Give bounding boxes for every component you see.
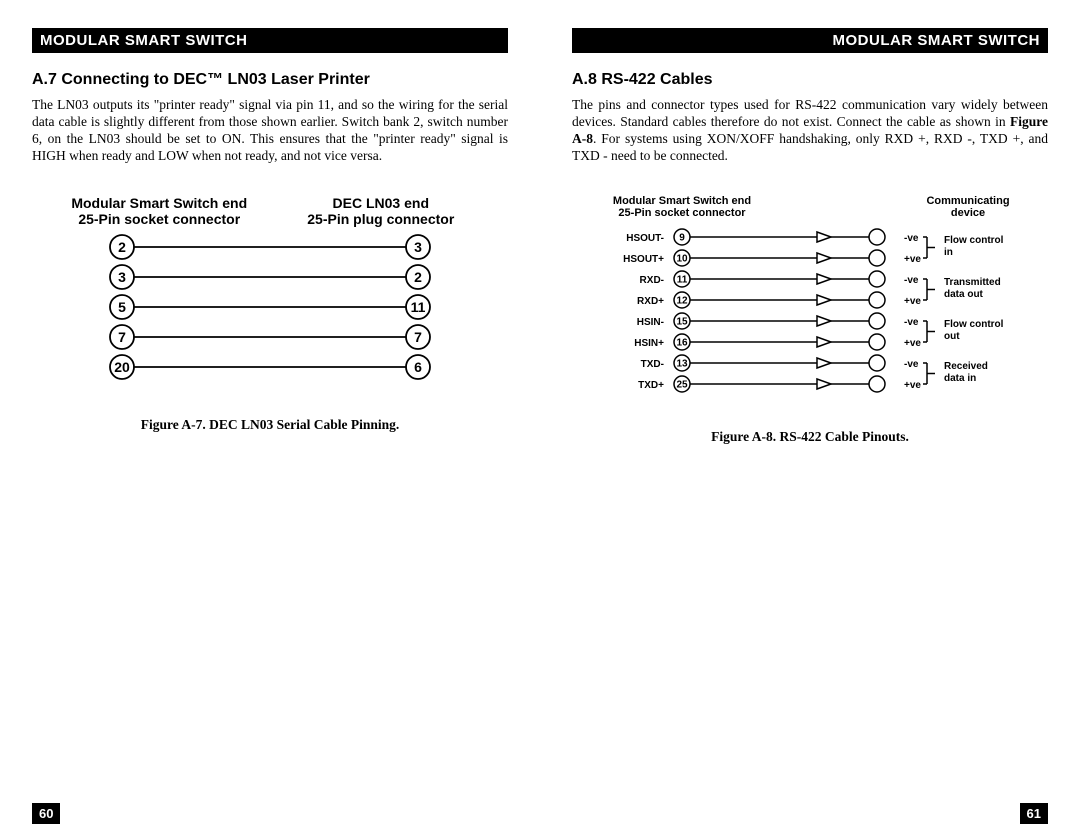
svg-text:HSOUT-: HSOUT- (626, 233, 664, 244)
rdh-left-l2: 25-Pin socket connector (592, 207, 772, 219)
svg-text:9: 9 (679, 232, 685, 243)
svg-text:in: in (944, 247, 953, 258)
svg-text:RXD-: RXD- (640, 275, 664, 286)
svg-text:2: 2 (414, 269, 422, 285)
svg-text:16: 16 (676, 337, 688, 348)
col-right-l1: DEC LN03 end (279, 195, 483, 211)
rdh-right: Communicating device (908, 195, 1028, 219)
svg-text:6: 6 (414, 359, 422, 375)
header-bar-left: MODULAR SMART SWITCH (32, 28, 508, 53)
svg-text:out: out (944, 331, 960, 342)
rdh-right-l1: Communicating (908, 195, 1028, 207)
svg-text:7: 7 (414, 329, 422, 345)
body-text-a7: The LN03 outputs its "printer ready" sig… (32, 97, 508, 165)
svg-text:20: 20 (114, 359, 130, 375)
page-number-right: 61 (1020, 803, 1048, 824)
body-prefix: The pins and connector types used for RS… (572, 97, 1048, 129)
svg-text:HSOUT+: HSOUT+ (623, 254, 664, 265)
svg-text:-ve: -ve (904, 233, 919, 244)
svg-text:RXD+: RXD+ (637, 296, 664, 307)
svg-text:HSIN-: HSIN- (637, 317, 664, 328)
svg-text:Flow control: Flow control (944, 235, 1004, 246)
col-left-l1: Modular Smart Switch end (57, 195, 261, 211)
svg-text:TXD-: TXD- (641, 359, 664, 370)
col-right-l2: 25-Pin plug connector (279, 211, 483, 227)
svg-text:7: 7 (118, 329, 126, 345)
page-number-left: 60 (32, 803, 60, 824)
header-bar-right: MODULAR SMART SWITCH (572, 28, 1048, 53)
fig-caption-a7: Figure A-7. DEC LN03 Serial Cable Pinnin… (32, 417, 508, 433)
col-heading-right: DEC LN03 end 25-Pin plug connector (279, 195, 483, 227)
fig-caption-a8: Figure A-8. RS-422 Cable Pinouts. (572, 429, 1048, 445)
svg-text:HSIN+: HSIN+ (634, 338, 664, 349)
svg-text:5: 5 (118, 299, 126, 315)
svg-text:3: 3 (118, 269, 126, 285)
page-left: MODULAR SMART SWITCH A.7 Connecting to D… (0, 0, 540, 834)
svg-text:11: 11 (411, 299, 426, 315)
col-left-l2: 25-Pin socket connector (57, 211, 261, 227)
svg-text:15: 15 (676, 316, 688, 327)
svg-text:-ve: -ve (904, 275, 919, 286)
svg-text:Transmitted: Transmitted (944, 277, 1001, 288)
section-heading-a7: A.7 Connecting to DEC™ LN03 Laser Printe… (32, 71, 508, 89)
svg-text:+ve: +ve (904, 380, 921, 391)
svg-text:-ve: -ve (904, 317, 919, 328)
svg-text:25: 25 (676, 379, 688, 390)
svg-text:10: 10 (676, 253, 688, 264)
svg-text:data in: data in (944, 373, 976, 384)
svg-text:3: 3 (414, 239, 422, 255)
col-heading-left: Modular Smart Switch end 25-Pin socket c… (57, 195, 261, 227)
svg-text:-ve: -ve (904, 359, 919, 370)
svg-text:12: 12 (676, 295, 688, 306)
body-text-a8: The pins and connector types used for RS… (572, 97, 1048, 165)
rs422-diagram-svg: HSOUT- 9 -ve HSOUT+ 10 +ve RXD- 11 -ve RXD+ 12 +ve H… (572, 219, 1048, 419)
diagram-a7: Modular Smart Switch end 25-Pin socket c… (32, 195, 508, 407)
svg-text:TXD+: TXD+ (638, 380, 664, 391)
svg-text:Received: Received (944, 361, 988, 372)
rdh-right-l2: device (908, 207, 1028, 219)
svg-text:Flow control: Flow control (944, 319, 1004, 330)
svg-text:data out: data out (944, 289, 984, 300)
rdh-left-l1: Modular Smart Switch end (592, 195, 772, 207)
pin-diagram-svg: 2 3 3 2 5 11 7 7 20 6 (32, 227, 508, 407)
svg-text:+ve: +ve (904, 254, 921, 265)
page-right: MODULAR SMART SWITCH A.8 RS-422 Cables T… (540, 0, 1080, 834)
diagram-a8-heads: Modular Smart Switch end 25-Pin socket c… (572, 195, 1048, 219)
svg-text:13: 13 (676, 358, 688, 369)
rdh-left: Modular Smart Switch end 25-Pin socket c… (592, 195, 772, 219)
svg-text:+ve: +ve (904, 338, 921, 349)
svg-text:2: 2 (118, 239, 126, 255)
body-suffix: . For systems using XON/XOFF handshaking… (572, 131, 1048, 163)
svg-text:11: 11 (677, 274, 688, 285)
svg-text:+ve: +ve (904, 296, 921, 307)
section-heading-a8: A.8 RS-422 Cables (572, 71, 1048, 89)
